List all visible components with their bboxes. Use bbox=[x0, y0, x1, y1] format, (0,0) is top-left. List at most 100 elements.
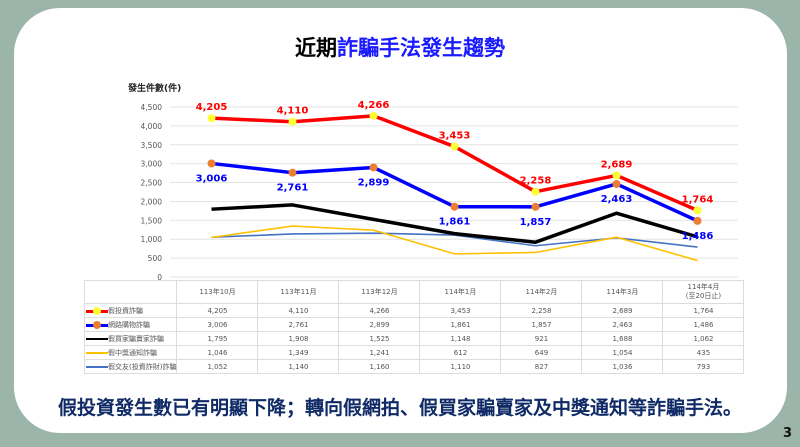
data-point bbox=[450, 202, 459, 211]
data-point bbox=[450, 142, 459, 151]
table-cell: 3,453 bbox=[419, 303, 502, 318]
y-tick-label: 3,500 bbox=[141, 141, 163, 150]
data-label: 2,258 bbox=[520, 176, 552, 187]
table-cell: 2,463 bbox=[581, 317, 664, 332]
table-cell: 793 bbox=[662, 359, 745, 374]
legend-label: 假中獎通知詐騙 bbox=[108, 348, 157, 357]
data-point bbox=[288, 168, 297, 177]
legend-label: 假交友(投資詐財)詐騙 bbox=[108, 362, 177, 371]
x-tick-label: 114年2月 bbox=[525, 287, 558, 296]
data-label: 2,761 bbox=[277, 183, 309, 194]
data-point bbox=[612, 179, 621, 188]
legend-swatch-icon bbox=[86, 320, 108, 329]
table-cell: 1,054 bbox=[581, 345, 664, 360]
table-cell: 1,140 bbox=[257, 359, 340, 374]
table-header-row: 113年10月 113年11月 113年12月 114年1月 114年2月 114年3月 1… bbox=[83, 280, 745, 304]
category-label: 113年10月 bbox=[176, 280, 259, 304]
table-cell: 1,036 bbox=[581, 359, 664, 374]
table-cell: 1,148 bbox=[419, 331, 502, 346]
table-cell: 1,160 bbox=[338, 359, 421, 374]
table-row: 假買家騙賣家詐騙 1,795 1,908 1,525 1,148 921 1,688 1,06… bbox=[83, 331, 745, 346]
table-cell: 2,258 bbox=[500, 303, 583, 318]
y-tick-label: 1,000 bbox=[141, 235, 163, 244]
x-tick-label: 113年10月 bbox=[199, 287, 236, 296]
table-cell: 1,052 bbox=[176, 359, 259, 374]
x-tick-label: 114年4月 bbox=[687, 283, 720, 291]
y-tick-label: 1,500 bbox=[141, 216, 163, 225]
table-cell: 1,062 bbox=[662, 331, 745, 346]
data-label: 2,463 bbox=[601, 194, 633, 205]
legend-label: 假投資詐騙 bbox=[108, 306, 143, 315]
table-cell: 435 bbox=[662, 345, 745, 360]
title-highlight: 詐騙手法發生趨勢 bbox=[337, 36, 505, 60]
category-label: 114年1月 bbox=[419, 280, 502, 304]
data-label: 3,006 bbox=[196, 173, 228, 184]
data-point bbox=[369, 163, 378, 172]
category-label: 114年3月 bbox=[581, 280, 664, 304]
table-cell: 4,266 bbox=[338, 303, 421, 318]
data-point bbox=[288, 117, 297, 126]
table-cell: 612 bbox=[419, 345, 502, 360]
data-table: 113年10月 113年11月 113年12月 114年1月 114年2月 114年3月 1… bbox=[83, 280, 745, 374]
category-label: 114年2月 bbox=[500, 280, 583, 304]
legend-swatch-icon bbox=[86, 349, 108, 357]
data-label: 2,899 bbox=[358, 177, 390, 188]
series-line bbox=[211, 225, 698, 262]
x-tick-label: 114年3月 bbox=[606, 287, 639, 296]
data-point bbox=[531, 202, 540, 211]
category-label: 113年11月 bbox=[257, 280, 340, 304]
data-label: 3,453 bbox=[439, 131, 471, 142]
category-label: 113年12月 bbox=[338, 280, 421, 304]
table-cell: 1,046 bbox=[176, 345, 259, 360]
data-label: 1,861 bbox=[439, 217, 471, 228]
table-row: 假投資詐騙 4,205 4,110 4,266 3,453 2,258 2,689 1,764 bbox=[83, 303, 745, 318]
data-point bbox=[531, 187, 540, 196]
legend-entry: 假買家騙賣家詐騙 bbox=[83, 331, 178, 346]
table-cell: 1,861 bbox=[419, 317, 502, 332]
x-tick-label: 113年12月 bbox=[361, 287, 398, 296]
table-cell: 1,795 bbox=[176, 331, 259, 346]
table-cell: 1,908 bbox=[257, 331, 340, 346]
category-label: 114年4月 (至20日止) bbox=[662, 280, 745, 304]
legend-swatch-icon bbox=[86, 335, 108, 343]
data-point bbox=[207, 159, 216, 168]
table-cell: 1,349 bbox=[257, 345, 340, 360]
y-tick-label: 2,000 bbox=[141, 197, 163, 206]
table-cell: 921 bbox=[500, 331, 583, 346]
legend-label: 網路購物詐騙 bbox=[108, 320, 150, 329]
table-corner bbox=[83, 280, 178, 304]
legend-swatch-icon bbox=[86, 363, 108, 371]
data-label: 1,486 bbox=[682, 231, 714, 242]
table-cell: 4,205 bbox=[176, 303, 259, 318]
table-cell: 2,761 bbox=[257, 317, 340, 332]
x-tick-label: 113年11月 bbox=[280, 287, 317, 296]
table-cell: 1,486 bbox=[662, 317, 745, 332]
y-tick-label: 2,500 bbox=[141, 179, 163, 188]
y-tick-label: 500 bbox=[148, 254, 163, 263]
legend-entry: 假投資詐騙 bbox=[83, 303, 178, 318]
footer-conclusion: 假投資發生數已有明顯下降；轉向假網拍、假買家騙賣家及中獎通知等詐騙手法。 bbox=[57, 397, 742, 419]
y-axis-label: 發生件數(件) bbox=[127, 82, 181, 94]
y-tick-label: 0 bbox=[157, 273, 162, 282]
page-number: 3 bbox=[782, 426, 792, 441]
legend-label: 假買家騙賣家詐騙 bbox=[108, 334, 164, 343]
table-cell: 1,241 bbox=[338, 345, 421, 360]
table-row: 假中獎通知詐騙 1,046 1,349 1,241 612 649 1,054 435 bbox=[83, 345, 745, 360]
x-tick-sublabel: (至20日止) bbox=[685, 292, 722, 300]
data-point bbox=[693, 206, 702, 215]
slide-title: 近期詐騙手法發生趨勢 bbox=[0, 32, 800, 62]
table-row: 網路購物詐騙 3,006 2,761 2,899 1,861 1,857 2,463 1,48… bbox=[83, 317, 745, 332]
data-point bbox=[612, 171, 621, 180]
data-point bbox=[207, 114, 216, 123]
data-label: 4,110 bbox=[277, 106, 309, 117]
data-label: 1,764 bbox=[682, 194, 714, 205]
data-label: 1,857 bbox=[520, 217, 552, 228]
series-line bbox=[211, 203, 698, 244]
table-cell: 1,857 bbox=[500, 317, 583, 332]
y-tick-label: 3,000 bbox=[141, 160, 163, 169]
table-cell: 2,899 bbox=[338, 317, 421, 332]
table-cell: 827 bbox=[500, 359, 583, 374]
table-cell: 2,689 bbox=[581, 303, 664, 318]
x-tick-label: 114年1月 bbox=[444, 287, 477, 296]
